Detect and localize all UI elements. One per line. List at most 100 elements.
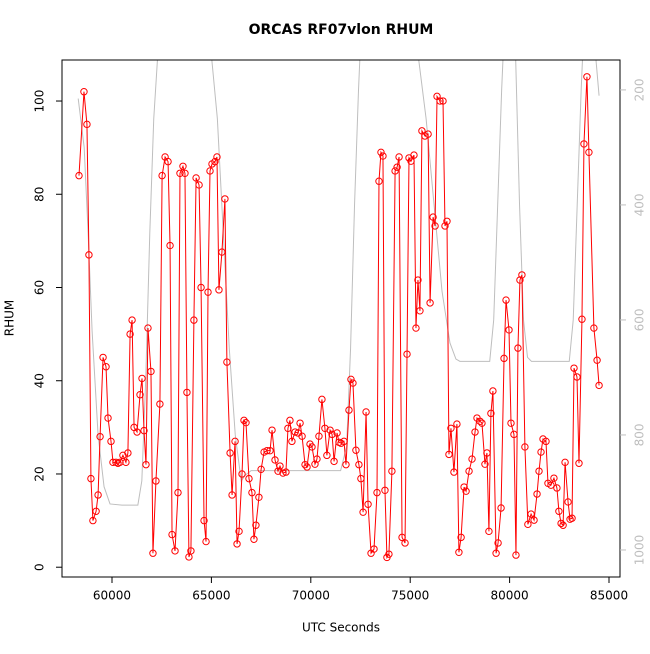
data-point	[328, 430, 336, 439]
data-point	[282, 468, 290, 476]
data-point	[235, 527, 243, 536]
data-point	[75, 171, 83, 180]
data-point	[136, 391, 144, 399]
data-point	[228, 491, 236, 499]
data-point	[362, 408, 370, 416]
data-point	[403, 350, 411, 358]
data-point	[357, 474, 365, 483]
data-point	[271, 456, 279, 464]
chart-title: ORCAS RF07vlon RHUM	[249, 22, 434, 38]
data-point	[502, 296, 510, 304]
data-point	[128, 316, 136, 324]
x-tick-label: 85000	[590, 589, 628, 603]
data-point	[471, 428, 479, 436]
data-point	[535, 467, 543, 475]
data-point	[407, 157, 415, 165]
data-point	[512, 551, 520, 559]
data-point	[388, 467, 396, 475]
data-point	[223, 358, 231, 366]
data-point	[200, 516, 208, 525]
data-point	[555, 507, 563, 515]
data-point	[326, 426, 334, 434]
data-point	[252, 521, 260, 529]
data-point	[412, 324, 420, 332]
x-tick-label: 65000	[192, 589, 230, 603]
data-point	[583, 73, 591, 81]
data-point	[590, 324, 598, 332]
data-point	[126, 330, 134, 338]
data-point	[156, 400, 164, 408]
data-point	[96, 432, 104, 441]
data-point	[500, 354, 508, 363]
data-point	[505, 326, 513, 334]
data-point	[355, 460, 363, 469]
data-point	[286, 416, 294, 425]
y-tick-label: 80	[33, 187, 47, 202]
data-point	[248, 488, 256, 497]
data-point	[215, 286, 223, 294]
data-point	[263, 446, 271, 455]
x-tick-label: 60000	[93, 589, 131, 603]
data-point	[385, 550, 393, 558]
data-point	[318, 395, 326, 404]
data-point	[179, 162, 187, 170]
data-point	[330, 457, 338, 466]
data-point	[524, 520, 532, 529]
data-point	[218, 248, 226, 256]
data-point	[489, 387, 497, 395]
data-point	[457, 533, 465, 542]
data-point	[507, 419, 515, 427]
data-point	[255, 493, 263, 501]
data-point	[533, 490, 541, 498]
data-point	[379, 152, 387, 160]
data-point	[140, 426, 148, 435]
data-point	[274, 467, 282, 475]
y2-tick-label: 200	[633, 78, 647, 101]
data-point	[301, 460, 309, 469]
data-point	[439, 97, 447, 105]
series-line	[77, 60, 600, 506]
data-point	[568, 514, 576, 522]
data-point	[414, 276, 422, 284]
y2-tick-label: 1000	[633, 535, 647, 566]
data-point	[340, 437, 348, 446]
data-point	[174, 488, 182, 497]
data-point	[575, 459, 583, 467]
data-point	[122, 458, 130, 467]
data-point	[192, 174, 200, 182]
data-point	[483, 449, 491, 457]
data-point	[268, 426, 276, 434]
data-point	[99, 353, 107, 362]
data-point	[445, 450, 453, 459]
data-point	[333, 429, 341, 437]
data-point	[187, 547, 195, 555]
data-point	[465, 467, 473, 475]
data-point	[80, 88, 88, 96]
data-point	[364, 500, 372, 508]
data-point	[585, 148, 593, 157]
data-point	[377, 148, 385, 157]
data-point	[226, 449, 234, 457]
data-point	[308, 443, 316, 451]
data-point	[497, 504, 505, 512]
data-point	[284, 424, 292, 432]
data-point	[580, 140, 588, 148]
y-axis-title: RHUM	[3, 300, 17, 337]
data-point	[450, 468, 458, 476]
data-point	[595, 381, 603, 390]
data-point	[416, 307, 424, 315]
data-point	[542, 437, 550, 446]
y-tick-label: 20	[33, 466, 47, 481]
data-point	[138, 374, 146, 383]
data-point	[296, 419, 304, 427]
data-point	[492, 549, 500, 557]
data-point	[494, 539, 502, 547]
data-point	[431, 222, 439, 230]
y2-tick-label: 800	[633, 424, 647, 447]
data-point	[352, 446, 360, 454]
data-point	[462, 487, 470, 495]
data-point	[158, 171, 166, 180]
data-point	[349, 379, 357, 387]
data-point	[315, 432, 323, 440]
data-point	[453, 420, 461, 428]
